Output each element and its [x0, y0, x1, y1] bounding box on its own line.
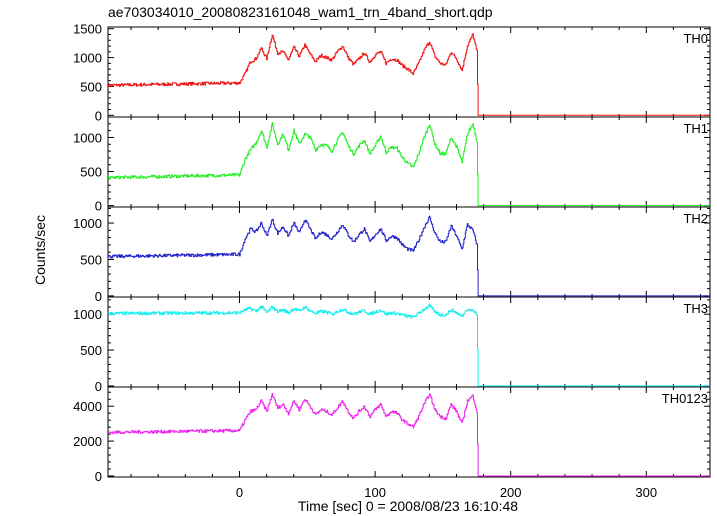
- y-tick-label: 500: [80, 252, 102, 267]
- series-line-th1: [108, 122, 710, 207]
- y-tick-label: 0: [95, 379, 102, 394]
- x-axis-title: Time [sec] 0 = 2008/08/23 16:10:48: [298, 498, 518, 514]
- y-tick-label: 4000: [73, 399, 102, 414]
- x-tick-label: 100: [364, 485, 386, 500]
- x-tick-label: 300: [635, 485, 657, 500]
- y-tick-label: 0: [95, 289, 102, 304]
- panel-frame: [107, 116, 711, 208]
- figure-title: ae703034010_20080823161048_wam1_trn_4ban…: [108, 4, 493, 20]
- panel-label-th0123: TH0123: [662, 391, 708, 406]
- y-tick-label: 500: [80, 343, 102, 358]
- y-tick-label: 1000: [73, 51, 102, 66]
- x-tick-label: 0: [236, 485, 243, 500]
- panel-th2: 0 500 1000 TH2: [73, 206, 711, 304]
- panel-frame: [107, 296, 711, 388]
- panel-label-th1: TH1: [683, 121, 708, 136]
- panel-frame: [107, 206, 711, 298]
- y-tick-label: 500: [80, 165, 102, 180]
- y-tick-label: 1000: [73, 307, 102, 322]
- y-tick-label: 0: [95, 199, 102, 214]
- series-line-th2: [108, 215, 710, 297]
- panel-frame: [107, 26, 711, 118]
- panel-label-th2: TH2: [683, 211, 708, 226]
- y-tick-label: 2000: [73, 434, 102, 449]
- series-line-th3: [108, 303, 710, 387]
- y-tick-label: 500: [80, 79, 102, 94]
- y-tick-label: 1000: [73, 130, 102, 145]
- y-tick-label: 1500: [73, 22, 102, 37]
- panel-label-th0: TH0: [683, 31, 708, 46]
- y-tick-label: 1000: [73, 216, 102, 231]
- panel-th0123: 0 2000 4000 TH0123: [73, 386, 711, 484]
- y-axis-title: Counts/sec: [32, 215, 48, 285]
- y-tick-label: 0: [95, 108, 102, 123]
- panel-th3: 0 500 1000 TH3: [73, 296, 711, 394]
- panel-th1: 0 500 1000 TH1: [73, 116, 711, 214]
- series-line-th0123: [108, 393, 710, 477]
- series-line-th0: [108, 33, 710, 116]
- panel-label-th3: TH3: [683, 301, 708, 316]
- x-tick-label: 200: [500, 485, 522, 500]
- y-tick-label: 0: [95, 469, 102, 484]
- panel-th0: 0 500 1000 1500 TH0: [73, 22, 711, 123]
